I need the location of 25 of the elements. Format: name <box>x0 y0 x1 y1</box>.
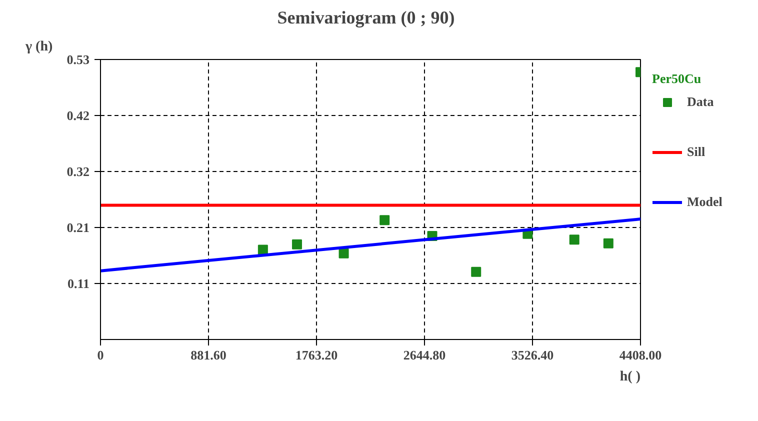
legend-label: Model <box>687 194 722 210</box>
legend-label: Data <box>687 94 714 110</box>
point <box>338 248 349 258</box>
point <box>569 234 580 245</box>
y-tick-label: 0.11 <box>67 276 90 291</box>
point <box>258 244 268 255</box>
x-tick-label: 2644.80 <box>403 348 446 362</box>
legend-label: Sill <box>687 144 706 160</box>
point <box>471 266 482 277</box>
x-tick-label: 881.60 <box>190 348 226 362</box>
x-tick-label: 3526.40 <box>511 348 554 362</box>
point <box>380 215 390 226</box>
y-tick-label: 0.32 <box>66 164 90 179</box>
point <box>603 238 614 248</box>
x-tick-label: 4408.00 <box>619 348 662 362</box>
x-tick-label: 1763.20 <box>295 348 338 362</box>
legend-title: Per50Cu <box>652 71 702 87</box>
chart-title: Semivariogram (0 ; 90) <box>277 8 455 28</box>
point <box>292 239 302 250</box>
y-tick-label: 0.21 <box>66 220 90 235</box>
x-tick-label: 0 <box>97 348 104 362</box>
x-axis-title: h( ) <box>620 370 641 384</box>
y-tick-label: 0.53 <box>66 52 90 67</box>
y-tick-label: 0.42 <box>66 108 90 123</box>
y-axis-title: γ (h) <box>24 40 53 54</box>
